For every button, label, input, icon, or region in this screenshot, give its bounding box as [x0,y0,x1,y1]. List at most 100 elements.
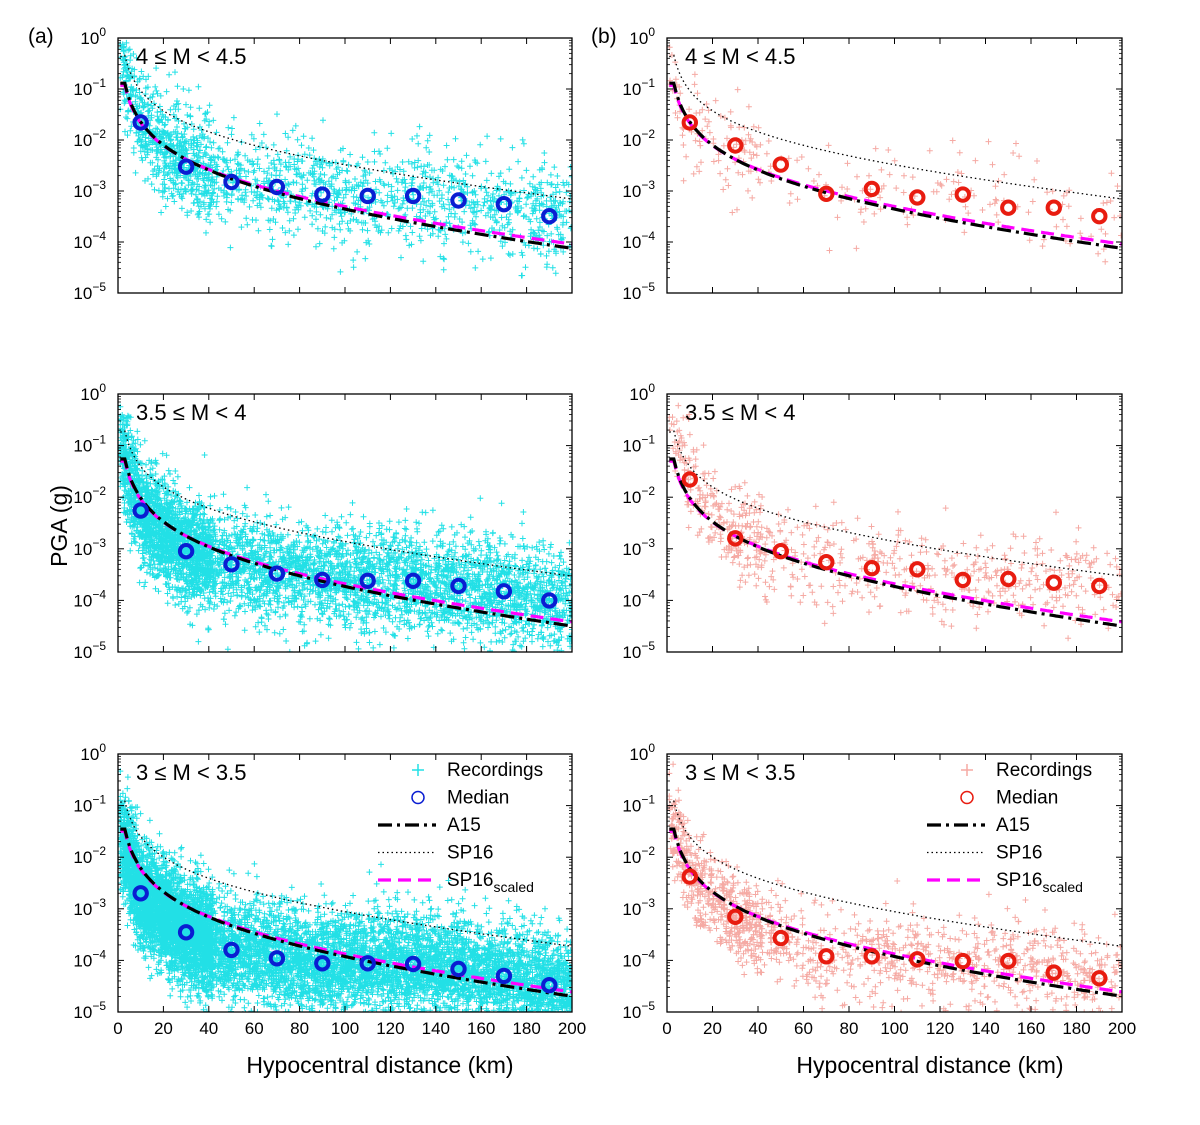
x-tick-label: 120 [926,1019,954,1038]
median-point [1091,208,1108,225]
y-tick-label: 10−5 [73,280,106,303]
median-point [495,196,513,213]
median-point [495,583,513,600]
y-tick-label: 10−3 [73,536,106,559]
sp16-scaled-curve [120,829,572,994]
median-point [404,955,422,973]
y-tick-label: 10−4 [622,947,655,970]
median-point [863,560,880,577]
y-tick-label: 10−1 [73,433,106,456]
median-point [450,960,467,978]
median-markers [681,471,1108,595]
a15-curve [669,457,1122,628]
y-tick-label: 10−5 [622,639,655,662]
x-tick-label: 200 [558,1019,586,1038]
median-point [268,950,286,967]
y-tick-label: 10−5 [622,999,655,1022]
a15-curve [120,457,572,628]
median-point [223,173,240,191]
y-tick-label: 10−5 [622,280,655,303]
sp16-curve [669,800,1122,947]
x-tick-label: 0 [662,1019,671,1038]
a15-curve [120,827,572,998]
y-tick-label: 10−4 [73,947,106,970]
median-point [681,868,698,885]
model-curves [669,54,1122,250]
x-tick-label: 40 [199,1019,218,1038]
sp16-scaled-curve [669,829,1122,994]
sp16-scaled-curve [120,459,572,624]
panel-label-a: (a) [28,25,54,48]
sp16-curve [120,800,572,947]
y-tick-label: 10−5 [73,639,106,662]
axes-ticks: 0 20 40 60 80 100 120 140 160 180 200 10−5 10−4 10−3 1… [73,741,586,1038]
legend-median-marker [960,790,974,805]
y-tick-label: 10−1 [622,433,655,456]
model-curves [120,800,572,998]
y-tick-label: 10−4 [73,587,106,610]
y-tick-label: 100 [80,741,106,764]
legend-a15-label: A15 [447,815,481,836]
x-axis-label-left: Hypocentral distance (km) [246,1052,513,1078]
y-tick-label: 10−1 [622,76,655,99]
median-point [1000,199,1017,216]
sp16-scaled-curve [120,83,572,246]
magnitude-annotation: 3.5 ≤ M < 4 [136,400,247,425]
x-tick-label: 60 [245,1019,264,1038]
legend-sp16-label: SP16 [447,843,493,864]
model-curves [120,430,572,628]
y-tick-label: 100 [629,741,655,764]
sp16-curve [120,430,572,577]
plot-frame [666,37,1123,294]
median-point [541,208,558,225]
chart-panel-5: 0 20 40 60 80 100 120 140 160 180 200 10−5 10−4 10−3 1… [73,741,586,1038]
recordings-points [118,768,572,1012]
x-tick-label: 80 [840,1019,859,1038]
y-tick-label: 100 [629,381,655,404]
median-point [954,571,971,589]
panel-label-b: (b) [591,25,617,48]
median-point [450,192,467,209]
y-tick-label: 10−2 [622,127,655,150]
y-tick-label: 100 [629,25,655,48]
x-tick-label: 100 [331,1019,359,1038]
axes-ticks: 10−5 10−4 10−3 10−2 10−1 100 [622,381,1123,662]
median-point [1091,577,1108,595]
median-markers [681,114,1108,225]
median-point [1045,964,1063,981]
median-point [177,543,195,560]
median-point [772,543,789,560]
magnitude-annotation: 3 ≤ M < 3.5 [685,760,796,785]
x-tick-label: 140 [971,1019,999,1038]
magnitude-annotation: 4 ≤ M < 4.5 [685,44,796,69]
median-point [1045,574,1063,591]
y-tick-label: 10−4 [622,587,655,610]
median-point [772,156,789,173]
median-point [132,885,149,902]
median-point [359,187,376,205]
x-tick-label: 200 [1108,1019,1136,1038]
median-point [1091,970,1108,987]
y-tick-label: 10−4 [622,229,655,252]
median-point [1045,199,1063,216]
median-point [681,471,698,488]
median-point [954,952,971,970]
median-point [268,565,286,582]
legend: Recordings Median A15 SP16 SP16scaled [927,760,1092,895]
y-tick-label: 10−1 [622,793,655,816]
median-point [1000,952,1017,970]
median-point [177,924,195,941]
legend-sp16-scaled-label: SP16scaled [996,870,1083,895]
median-point [132,114,149,131]
y-tick-label: 10−2 [73,484,106,507]
y-tick-label: 10−3 [622,896,655,919]
magnitude-annotation: 4 ≤ M < 4.5 [136,44,247,69]
magnitude-annotation: 3.5 ≤ M < 4 [685,400,796,425]
x-tick-label: 40 [749,1019,768,1038]
y-axis-label: PGA (g) [46,485,72,567]
y-tick-label: 100 [80,381,106,404]
y-tick-label: 10−4 [73,229,106,252]
sp16-scaled-curve [669,83,1122,246]
y-tick-label: 10−3 [73,178,106,201]
chart-panel-2: 10−5 10−4 10−3 10−2 10−1 100 4 ≤ M < 4.5 [622,25,1123,303]
